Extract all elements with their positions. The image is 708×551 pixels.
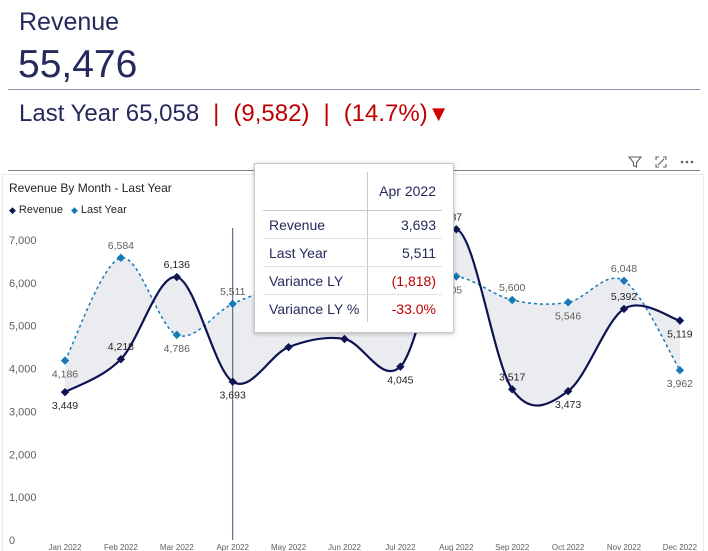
x-tick-label: Oct 2022: [552, 543, 585, 551]
tooltip-value: -33.0%: [391, 300, 436, 317]
y-tick-label: 6,000: [9, 278, 37, 290]
down-arrow-icon: ▼: [427, 101, 450, 126]
kpi-title: Revenue: [19, 8, 120, 36]
marker-last-year: [452, 272, 461, 281]
x-tick-label: Apr 2022: [216, 543, 249, 551]
kpi-comparison: Last Year 65,058 | (9,582) | (14.7%)▼: [19, 100, 450, 128]
series-line-last-year: [64, 257, 681, 371]
diamond-icon: ◆: [70, 204, 78, 215]
marker-last-year: [60, 356, 70, 365]
tooltip: Apr 2022 Revenue 3,693 Last Year 5,511 V…: [254, 163, 454, 333]
diamond-icon: ◆: [9, 204, 16, 215]
more-options-icon[interactable]: [676, 152, 698, 172]
data-label-last-year: 4,186: [52, 369, 78, 381]
x-tick-label: Aug 2022: [439, 543, 474, 551]
y-tick-label: 2,000: [9, 449, 37, 461]
data-label-revenue: 5,392: [611, 291, 637, 303]
data-label-last-year: 6,048: [611, 263, 637, 275]
marker-last-year: [563, 298, 573, 307]
filter-icon[interactable]: [624, 152, 646, 172]
marker-revenue: [508, 385, 517, 394]
marker-revenue: [284, 342, 293, 352]
marker-last-year: [508, 295, 517, 305]
data-label-last-year: 05: [450, 284, 462, 296]
marker-revenue: [340, 334, 349, 344]
x-tick-label: May 2022: [271, 543, 307, 551]
legend-item-last-year[interactable]: ◆ Last Year: [71, 204, 127, 216]
chart-title: Revenue By Month - Last Year: [9, 181, 172, 195]
tooltip-value: 5,511: [367, 238, 442, 267]
data-label-last-year: 5,546: [555, 310, 581, 322]
separator: |: [323, 100, 330, 127]
x-tick-label: Jan 2022: [49, 543, 82, 551]
tooltip-label: Revenue: [263, 210, 368, 239]
y-tick-label: 5,000: [9, 321, 37, 333]
marker-revenue: [172, 272, 181, 282]
separator: |: [213, 100, 220, 127]
marker-last-year: [116, 253, 126, 263]
data-label-revenue: 5,119: [667, 329, 693, 341]
marker-last-year: [228, 299, 237, 309]
x-tick-label: Sep 2022: [495, 543, 530, 551]
marker-last-year: [675, 366, 685, 375]
x-tick-label: Feb 2022: [104, 543, 138, 551]
legend-label: Last Year: [80, 204, 127, 216]
data-label-last-year: 3,962: [667, 378, 693, 390]
marker-revenue: [563, 386, 573, 396]
tooltip-value: 3,693: [367, 210, 442, 239]
y-tick-label: 1,000: [9, 492, 37, 504]
x-tick-label: Nov 2022: [607, 543, 642, 551]
data-label-last-year: 5,600: [499, 282, 525, 294]
tooltip-label: Last Year: [263, 238, 368, 267]
x-tick-label: Mar 2022: [160, 543, 194, 551]
visual-toolbar: [624, 152, 698, 172]
y-tick-label: 4,000: [9, 364, 37, 376]
legend-label: Revenue: [18, 204, 63, 216]
data-label-revenue: 3,449: [52, 400, 78, 412]
data-label-last-year: 4,786: [164, 343, 190, 355]
focus-mode-icon[interactable]: [650, 152, 672, 172]
variance-value: (9,582): [233, 100, 310, 127]
last-year-label: Last Year 65,058: [19, 100, 200, 127]
data-label-last-year: 5,511: [220, 286, 246, 298]
kpi-divider: [8, 89, 700, 90]
data-label-revenue: 3,693: [220, 390, 246, 402]
data-label-revenue: 3,517: [499, 371, 525, 383]
marker-last-year: [172, 330, 181, 340]
data-label-revenue: 87: [450, 211, 462, 223]
tooltip-label: Variance LY %: [263, 294, 368, 322]
marker-revenue: [116, 355, 126, 364]
marker-revenue: [675, 316, 685, 325]
variance-percent: (14.7%): [343, 100, 428, 127]
legend-item-revenue[interactable]: ◆ Revenue: [9, 204, 63, 216]
y-tick-label: 0: [9, 535, 15, 547]
data-label-revenue: 3,473: [555, 399, 581, 411]
x-tick-label: Jul 2022: [385, 543, 416, 551]
marker-revenue: [396, 362, 405, 371]
data-label-revenue: 4,045: [387, 375, 413, 387]
chart-legend: ◆ Revenue ◆ Last Year: [9, 204, 127, 216]
kpi-value: 55,476: [18, 43, 138, 86]
marker-revenue: [619, 304, 629, 314]
data-label-last-year: 6,584: [108, 240, 134, 252]
data-label-revenue: 6,136: [164, 259, 190, 271]
tooltip-value: (1,818): [367, 266, 442, 295]
tooltip-header: Apr 2022: [379, 183, 436, 199]
marker-last-year: [619, 276, 629, 285]
marker-revenue: [228, 377, 237, 386]
y-tick-label: 7,000: [9, 235, 37, 247]
tooltip-label: Variance LY: [263, 266, 368, 295]
x-tick-label: Jun 2022: [328, 543, 361, 551]
y-tick-label: 3,000: [9, 406, 37, 418]
x-tick-label: Dec 2022: [663, 543, 698, 551]
data-label-revenue: 4,218: [108, 341, 134, 353]
marker-revenue: [452, 225, 461, 234]
marker-revenue: [60, 387, 70, 397]
